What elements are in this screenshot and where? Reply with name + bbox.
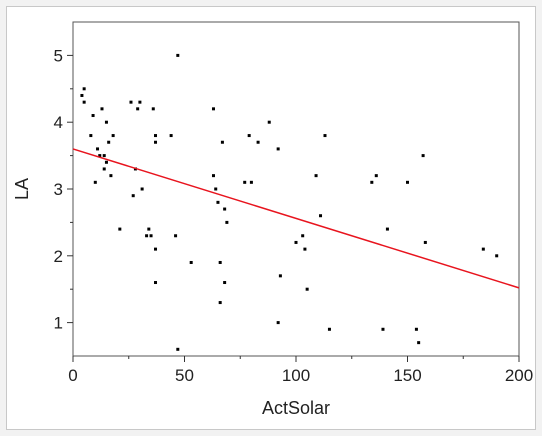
data-point [80,93,84,97]
data-point [267,120,271,124]
data-point [218,301,222,305]
data-point [98,154,102,158]
data-point [89,134,93,138]
y-tick-label-5: 5 [54,46,63,65]
data-point [154,281,158,285]
data-point [406,180,409,184]
data-point [149,234,153,238]
data-point [100,107,104,111]
data-point [314,174,318,178]
data-point [223,207,227,211]
data-point [276,321,280,325]
data-point [374,174,378,178]
data-point [176,347,180,351]
data-point [294,240,298,244]
data-point [247,134,251,138]
data-point [102,154,106,158]
data-point [214,187,218,191]
data-point [174,234,178,238]
data-point [107,140,111,144]
x-axis: 0 50 100 150 200 [68,356,533,385]
data-point [249,180,253,184]
data-point [154,140,158,144]
data-point [243,180,247,184]
data-point [102,167,106,171]
data-point [154,247,158,251]
data-point [305,287,309,291]
data-point [481,247,485,251]
y-axis: 1 2 3 4 5 [54,46,73,333]
data-point [278,274,282,278]
x-tick-label-100: 100 [282,366,310,385]
data-point [104,120,108,124]
data-point [82,100,86,104]
data-point [140,187,144,191]
data-point [138,100,142,104]
fit-line [72,148,520,289]
fit-line-group [72,148,520,289]
data-point [109,174,113,178]
y-tick-label-3: 3 [54,180,63,199]
data-point [129,100,133,104]
y-tick-label-2: 2 [54,247,63,266]
data-point [414,327,418,331]
data-point [118,227,122,231]
data-point [93,180,97,184]
data-point [136,107,140,111]
x-tick-label-50: 50 [175,366,194,385]
data-point [223,281,227,285]
chart-frame: 1 2 3 4 5 0 50 100 150 200 ActSolar LA [6,6,536,430]
data-point [385,227,389,231]
data-point [423,240,427,244]
data-point [216,200,220,204]
data-point [151,107,155,111]
data-point [370,180,374,184]
data-point [218,260,222,264]
x-tick-label-150: 150 [393,366,421,385]
data-point [301,234,305,238]
data-point [327,327,331,331]
data-point [303,247,307,251]
data-point [111,134,115,138]
data-point [319,214,323,218]
data-point [147,227,151,231]
plot-area [72,21,520,357]
data-point [323,134,327,138]
scatter-chart: 1 2 3 4 5 0 50 100 150 200 ActSolar LA [12,21,533,418]
data-point [169,134,173,138]
data-point [225,220,229,224]
data-point [154,134,158,138]
x-axis-label: ActSolar [262,398,330,418]
data-point [91,114,95,118]
data-point [82,87,86,91]
data-point [104,160,108,164]
data-point [421,154,425,158]
data-point [220,140,224,144]
data-point [96,147,100,151]
data-point [145,234,149,238]
data-point [417,341,421,345]
data-point [381,327,385,331]
data-point [211,174,215,178]
x-tick-label-200: 200 [505,366,533,385]
y-tick-label-1: 1 [54,314,63,333]
data-point [495,254,499,258]
data-point [176,53,180,57]
data-point [189,260,193,264]
data-point [211,107,215,111]
x-tick-label-0: 0 [68,366,77,385]
y-tick-label-4: 4 [54,113,63,132]
y-axis-label: LA [12,178,32,200]
data-point [256,140,260,144]
data-point [276,147,280,151]
data-point [131,194,135,198]
